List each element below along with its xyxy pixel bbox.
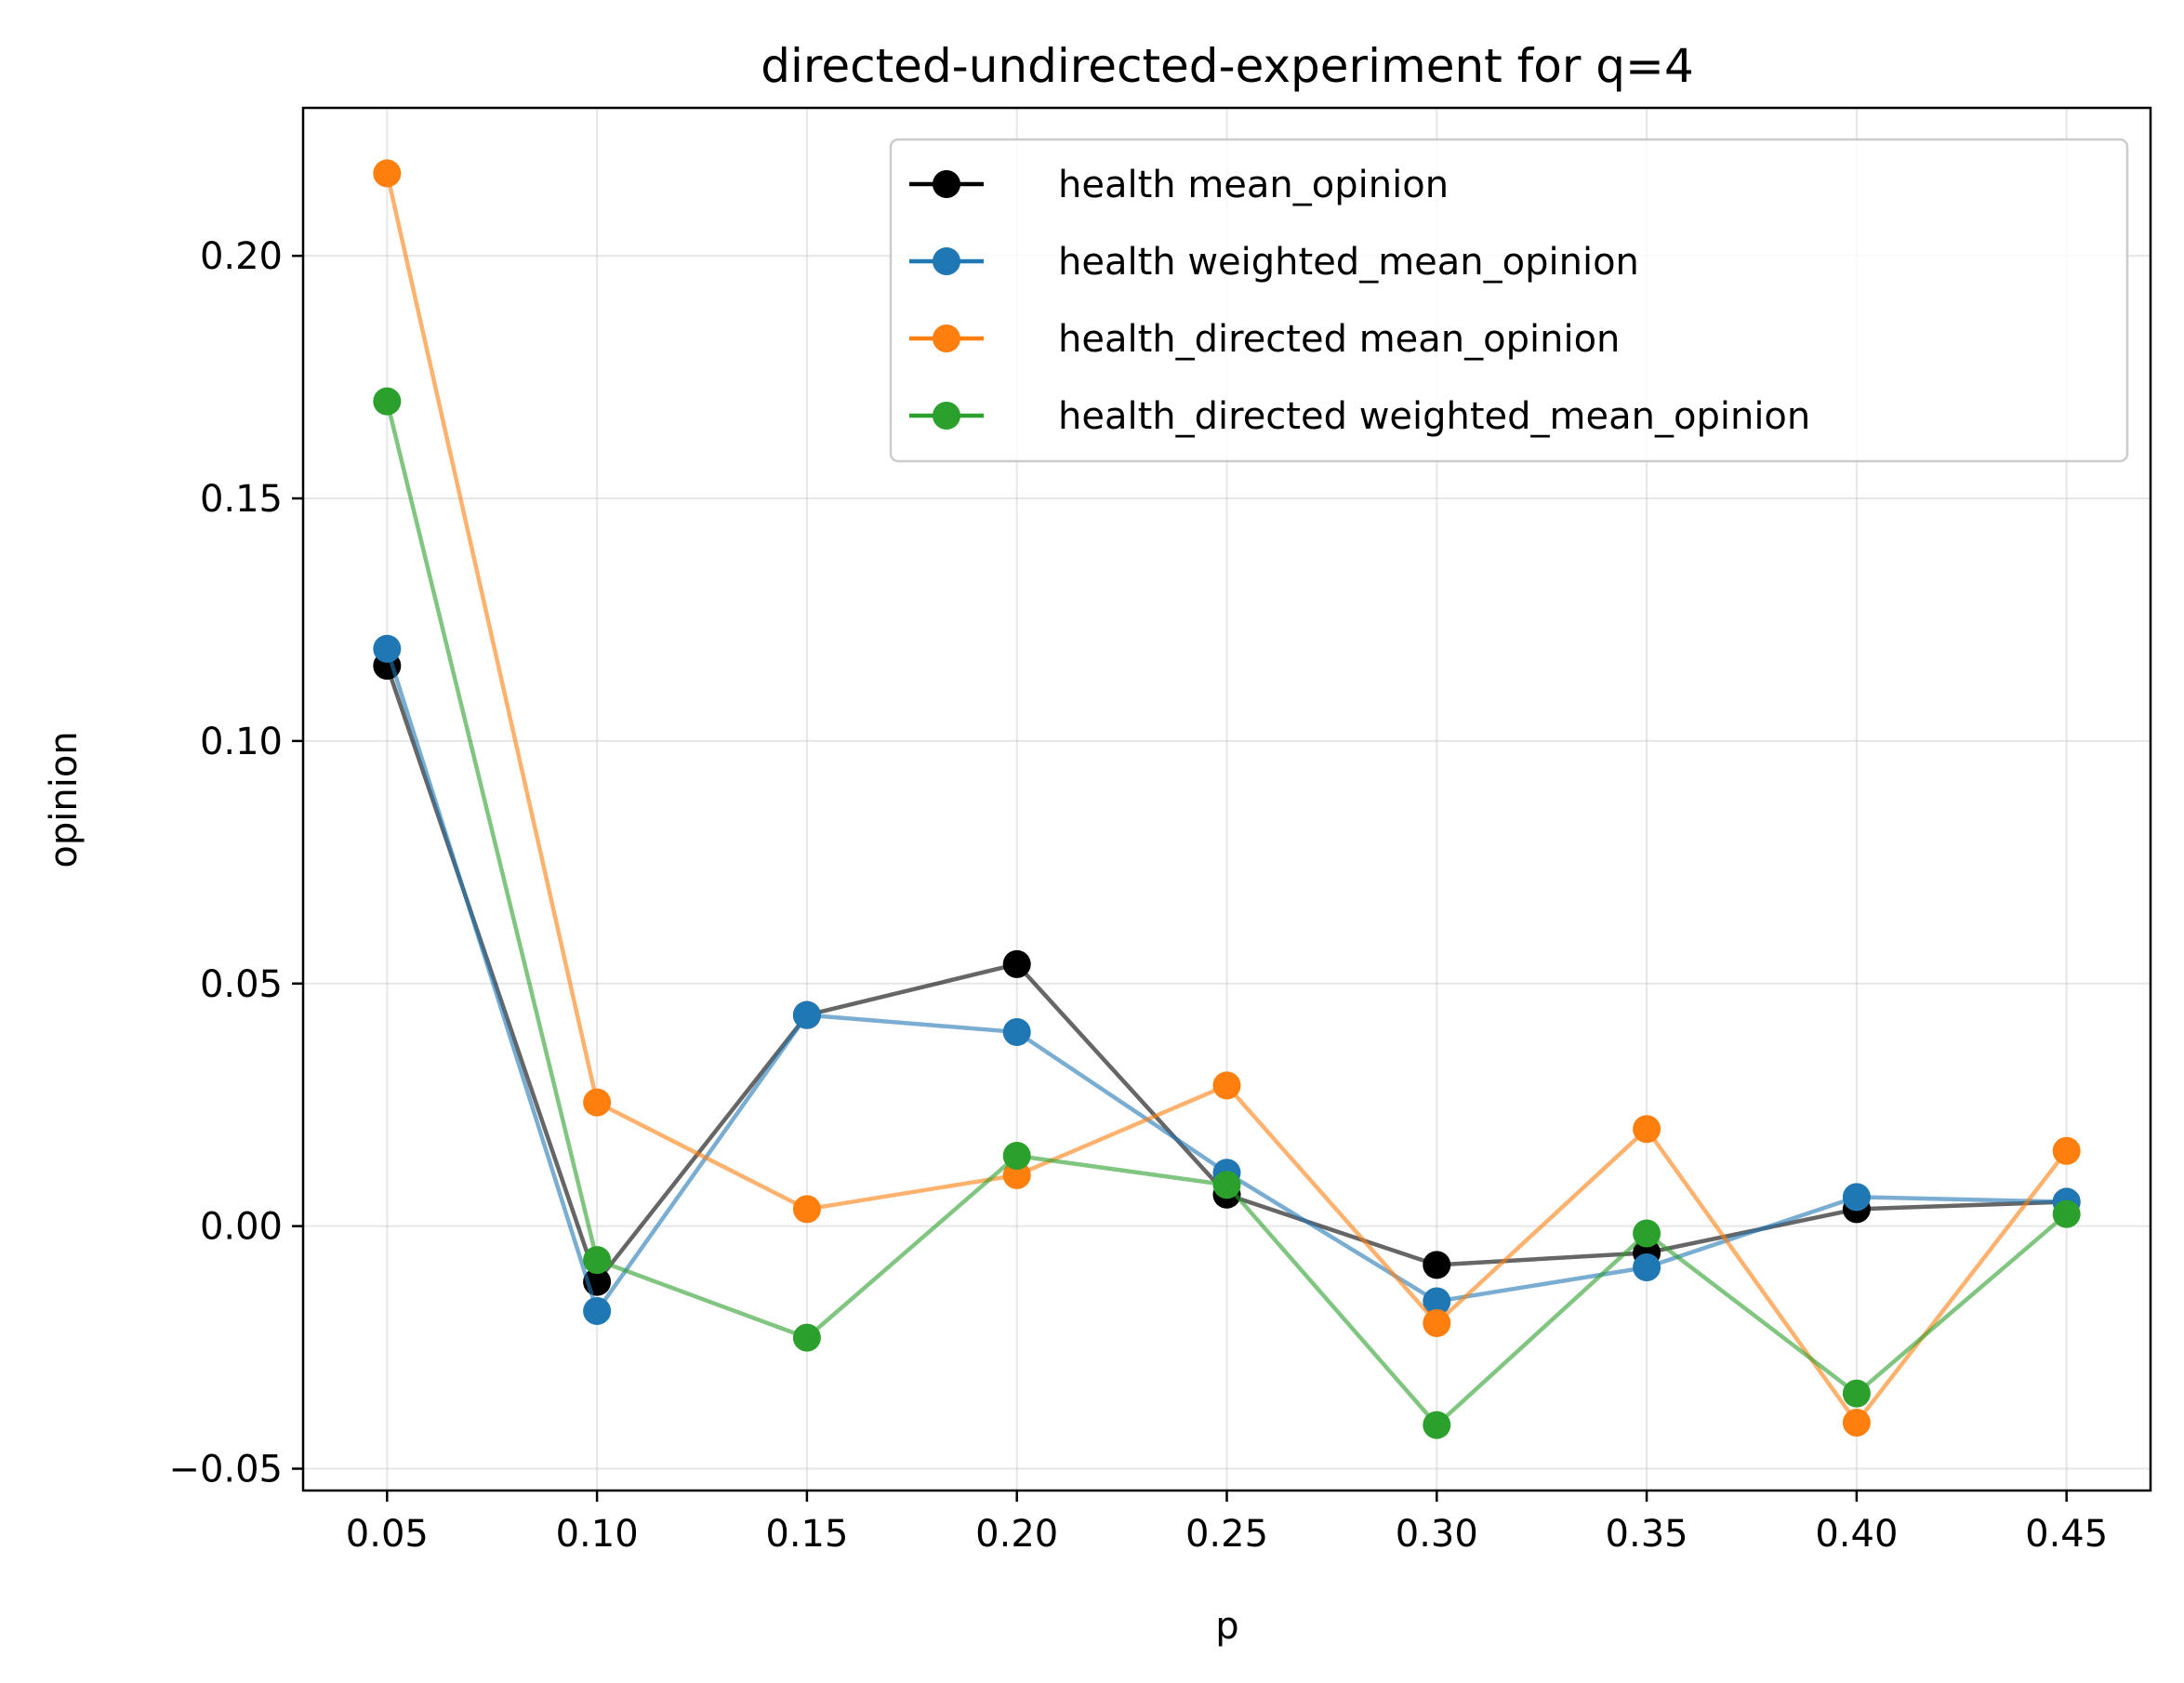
data-point xyxy=(1002,1017,1031,1046)
y-tick-label: −0.05 xyxy=(168,1449,283,1491)
data-point xyxy=(792,1323,821,1352)
data-point xyxy=(1842,1379,1871,1408)
legend-entry: health_directed mean_opinion xyxy=(909,318,1620,361)
data-point xyxy=(1633,1115,1661,1144)
y-tick-label: 0.20 xyxy=(200,235,283,278)
data-point xyxy=(792,1195,821,1224)
x-tick-label: 0.45 xyxy=(2025,1513,2108,1556)
data-point xyxy=(1633,1252,1661,1281)
legend-label: health_directed weighted_mean_opinion xyxy=(1058,395,1810,438)
series-lines xyxy=(373,159,2081,1439)
x-tick-label: 0.40 xyxy=(1815,1513,1898,1556)
data-point xyxy=(373,387,402,416)
x-tick-label: 0.30 xyxy=(1396,1513,1478,1556)
data-point xyxy=(2052,1136,2081,1165)
data-point xyxy=(1002,949,1031,978)
legend-marker xyxy=(933,170,960,198)
y-tick-label: 0.15 xyxy=(200,478,283,521)
x-tick-label: 0.20 xyxy=(975,1513,1058,1556)
data-point xyxy=(583,1296,612,1325)
series-3 xyxy=(373,159,2081,1437)
legend-entry: health mean_opinion xyxy=(909,164,1449,206)
legend-marker xyxy=(933,325,960,352)
x-tick-label: 0.05 xyxy=(346,1513,429,1556)
axis-ticks: 0.05 0.10 0.15 0.20 0.25 0.30 0.35 0.40 0.45 −0.0… xyxy=(168,235,2108,1556)
chart-title: directed-undirected-experiment for q=4 xyxy=(761,39,1694,93)
x-tick-label: 0.25 xyxy=(1185,1513,1268,1556)
data-point xyxy=(1212,1071,1241,1100)
data-point xyxy=(1842,1183,1871,1212)
y-tick-label: 0.00 xyxy=(200,1206,283,1249)
data-point xyxy=(1423,1411,1451,1439)
y-tick-label: 0.10 xyxy=(200,721,283,763)
y-axis-label: opinion xyxy=(43,731,86,868)
y-tick-label: 0.05 xyxy=(200,963,283,1006)
legend-label: health mean_opinion xyxy=(1058,164,1449,206)
data-point xyxy=(373,634,402,663)
data-point xyxy=(1002,1160,1031,1189)
data-point xyxy=(2052,1199,2081,1228)
legend-marker xyxy=(933,402,960,430)
legend-box xyxy=(889,138,2129,463)
legend-marker xyxy=(933,247,960,275)
data-point xyxy=(792,1001,821,1029)
x-tick-label: 0.15 xyxy=(765,1513,848,1556)
data-point xyxy=(1212,1171,1241,1199)
data-point xyxy=(1423,1287,1451,1316)
data-point xyxy=(1842,1408,1871,1437)
x-axis-label: p xyxy=(1215,1605,1238,1648)
data-point xyxy=(1002,1141,1031,1170)
data-point xyxy=(1423,1251,1451,1279)
data-point xyxy=(373,159,402,188)
data-point xyxy=(1633,1219,1661,1248)
x-tick-label: 0.35 xyxy=(1606,1513,1688,1556)
x-tick-label: 0.10 xyxy=(556,1513,639,1556)
legend-label: health weighted_mean_opinion xyxy=(1058,241,1639,284)
series-4 xyxy=(373,387,2081,1439)
legend-label: health_directed mean_opinion xyxy=(1058,318,1620,361)
legend-entry: health_directed weighted_mean_opinion xyxy=(909,395,1810,438)
data-point xyxy=(583,1246,612,1275)
legend-entry: health weighted_mean_opinion xyxy=(909,241,1639,284)
data-point xyxy=(1423,1308,1451,1337)
data-point xyxy=(583,1088,612,1117)
